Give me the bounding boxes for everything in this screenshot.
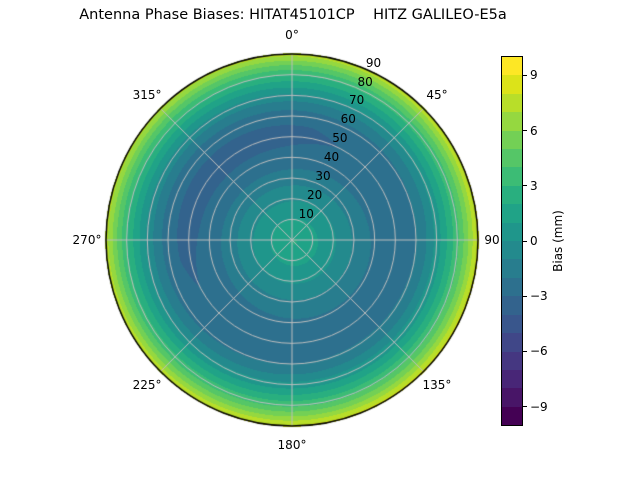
- colorbar: [501, 56, 523, 426]
- colorbar-tick-mark: [523, 130, 527, 132]
- colorbar-segment-17: [502, 93, 522, 113]
- colorbar-tick-label-9: 9: [530, 68, 538, 83]
- colorbar-tick-mark: [523, 74, 527, 76]
- colorbar-tick-label-6: 6: [530, 123, 538, 138]
- colorbar-axis-label: Bias (mm): [551, 210, 565, 272]
- colorbar-tick-label--9: −9: [530, 399, 548, 414]
- colorbar-segment-15: [502, 130, 522, 150]
- colorbar-segment-5: [502, 314, 522, 334]
- radial-tick-label-70: 70: [349, 93, 365, 108]
- radial-tick-label-90: 90: [365, 55, 382, 70]
- colorbar-tick-mark: [523, 185, 527, 187]
- colorbar-segment-0: [502, 406, 522, 426]
- colorbar-segment-3: [502, 351, 522, 370]
- plot-title: Antenna Phase Biases: HITAT45101CP HITZ …: [79, 7, 507, 23]
- colorbar-segment-2: [502, 369, 522, 389]
- colorbar-tick-mark: [523, 350, 527, 352]
- polar-contour-plot: [102, 50, 482, 430]
- colorbar-segment-1: [502, 388, 522, 407]
- theta-tick-label-315: 315°: [132, 88, 162, 103]
- colorbar-tick-mark: [523, 240, 527, 242]
- theta-tick-label-180: 180°: [277, 438, 307, 452]
- radial-tick-label-60: 60: [340, 112, 356, 127]
- radial-tick-label-20: 20: [307, 187, 323, 202]
- colorbar-tick-label--6: −6: [530, 344, 548, 359]
- radial-tick-label-50: 50: [332, 131, 348, 146]
- colorbar-segment-9: [502, 241, 522, 260]
- colorbar-segment-19: [502, 57, 522, 76]
- theta-tick-label-135: 135°: [422, 377, 452, 392]
- colorbar-segment-14: [502, 149, 522, 168]
- colorbar-segment-11: [502, 204, 522, 223]
- radial-tick-label-40: 40: [323, 150, 340, 165]
- colorbar-tick-label-0: 0: [530, 234, 538, 248]
- colorbar-segment-10: [502, 222, 522, 242]
- radial-tick-label-80: 80: [357, 74, 373, 89]
- colorbar-segment-7: [502, 277, 522, 297]
- theta-tick-label-45: 45°: [426, 88, 448, 103]
- theta-tick-label-225: 225°: [132, 377, 162, 392]
- radial-tick-label-30: 30: [315, 168, 331, 183]
- colorbar-tick-label-3: 3: [530, 178, 538, 193]
- colorbar-tick-mark: [523, 295, 527, 297]
- colorbar-segment-13: [502, 167, 522, 186]
- colorbar-segment-18: [502, 75, 522, 94]
- colorbar-segment-4: [502, 333, 522, 352]
- colorbar-segment-16: [502, 112, 522, 131]
- colorbar-segment-8: [502, 259, 522, 278]
- colorbar-segment-6: [502, 296, 522, 315]
- colorbar-tick-label--3: −3: [530, 289, 548, 304]
- theta-tick-label-270: 270°: [72, 233, 102, 247]
- theta-tick-label-0: 0°: [285, 28, 299, 42]
- theta-tick-label-90: 90: [484, 233, 500, 247]
- colorbar-segment-12: [502, 185, 522, 205]
- radial-tick-label-10: 10: [298, 206, 314, 221]
- colorbar-tick-mark: [523, 406, 527, 408]
